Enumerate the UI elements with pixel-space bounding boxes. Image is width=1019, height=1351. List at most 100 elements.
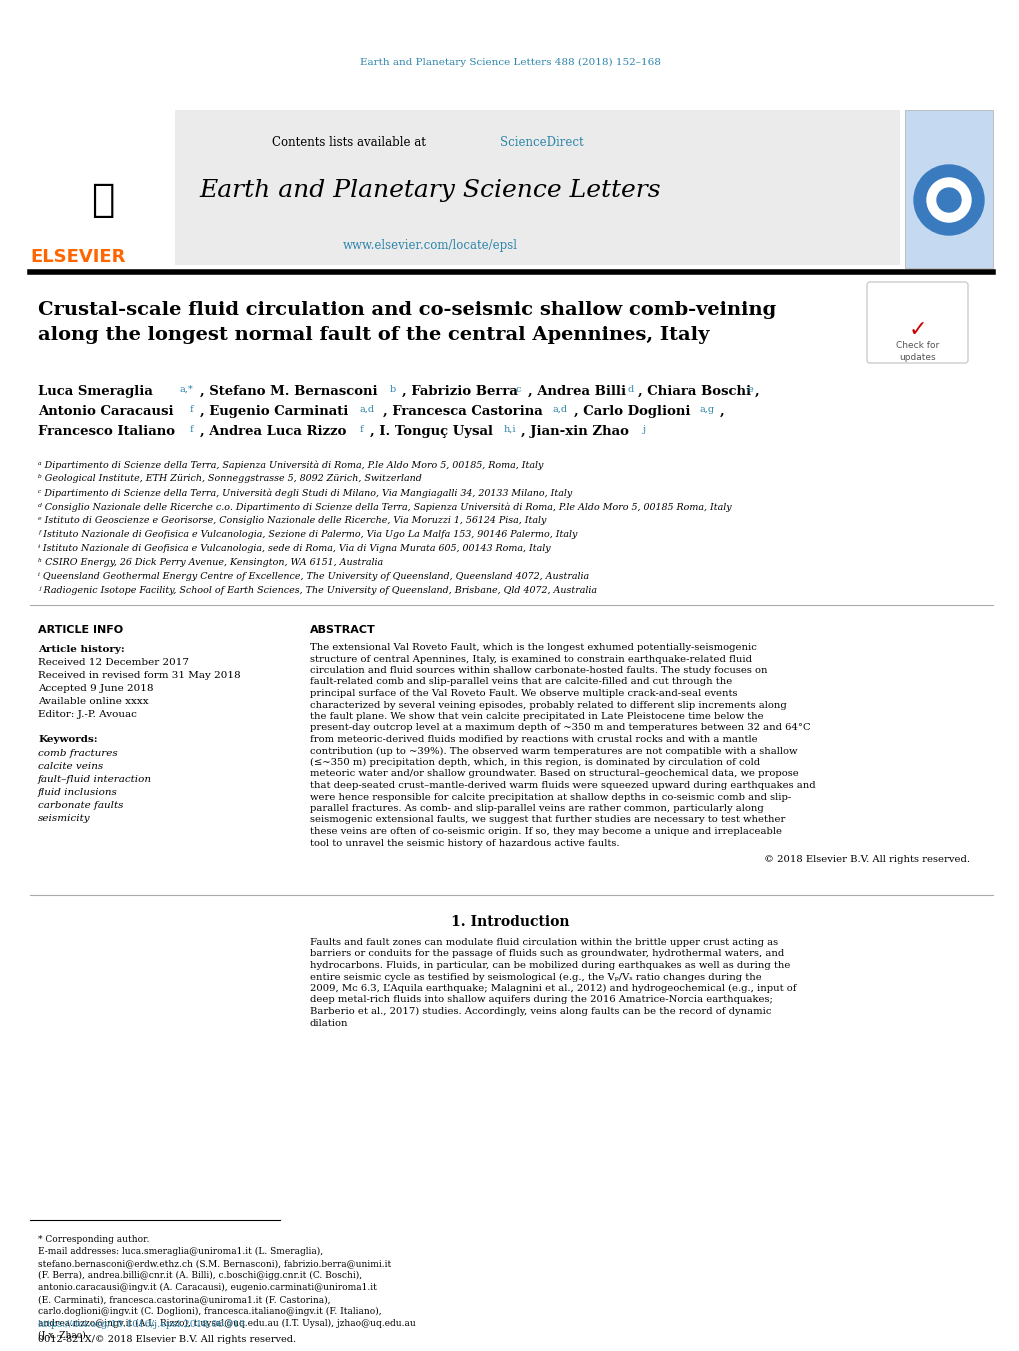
- Text: www.elsevier.com/locate/epsl: www.elsevier.com/locate/epsl: [342, 239, 517, 251]
- Text: ELSEVIER: ELSEVIER: [31, 249, 125, 266]
- Text: seismogenic extensional faults, we suggest that further studies are necessary to: seismogenic extensional faults, we sugge…: [310, 816, 785, 824]
- Text: the fault plane. We show that vein calcite precipitated in Late Pleistocene time: the fault plane. We show that vein calci…: [310, 712, 763, 721]
- Text: a,g: a,g: [699, 405, 714, 413]
- Text: Keywords:: Keywords:: [38, 735, 98, 744]
- Text: present-day outcrop level at a maximum depth of ~350 m and temperatures between : present-day outcrop level at a maximum d…: [310, 724, 810, 732]
- Text: (F. Berra), andrea.billi@cnr.it (A. Billi), c.boschi@igg.cnr.it (C. Boschi),: (F. Berra), andrea.billi@cnr.it (A. Bill…: [38, 1271, 362, 1281]
- Text: Earth and Planetary Science Letters: Earth and Planetary Science Letters: [199, 178, 660, 201]
- Text: Accepted 9 June 2018: Accepted 9 June 2018: [38, 684, 153, 693]
- Text: © 2018 Elsevier B.V. All rights reserved.: © 2018 Elsevier B.V. All rights reserved…: [763, 855, 969, 865]
- Circle shape: [926, 178, 970, 222]
- Text: , Andrea Billi: , Andrea Billi: [528, 385, 626, 399]
- Text: f: f: [190, 426, 194, 434]
- Text: contribution (up to ~39%). The observed warm temperatures are not compatible wit: contribution (up to ~39%). The observed …: [310, 747, 797, 755]
- Text: fluid inclusions: fluid inclusions: [38, 788, 118, 797]
- Text: updates: updates: [899, 353, 935, 362]
- Text: a,d: a,d: [360, 405, 375, 413]
- Text: Contents lists available at: Contents lists available at: [272, 135, 430, 149]
- Text: h,i: h,i: [503, 426, 516, 434]
- Text: ᵈ Consiglio Nazionale delle Ricerche c.o. Dipartimento di Scienze della Terra, S: ᵈ Consiglio Nazionale delle Ricerche c.o…: [38, 503, 731, 512]
- Text: ✓: ✓: [908, 320, 926, 340]
- Text: fault–fluid interaction: fault–fluid interaction: [38, 775, 152, 784]
- Text: Received in revised form 31 May 2018: Received in revised form 31 May 2018: [38, 671, 240, 680]
- Text: , Andrea Luca Rizzo: , Andrea Luca Rizzo: [200, 426, 346, 438]
- Text: carbonate faults: carbonate faults: [38, 801, 123, 811]
- Text: * Corresponding author.: * Corresponding author.: [38, 1235, 149, 1244]
- Text: a,d: a,d: [552, 405, 568, 413]
- Text: (J-x. Zhao).: (J-x. Zhao).: [38, 1331, 89, 1340]
- Text: ,: ,: [719, 405, 723, 417]
- Text: Faults and fault zones can modulate fluid circulation within the brittle upper c: Faults and fault zones can modulate flui…: [310, 938, 777, 947]
- Text: calcite veins: calcite veins: [38, 762, 103, 771]
- Bar: [904, 109, 993, 267]
- Text: , Fabrizio Berra: , Fabrizio Berra: [401, 385, 518, 399]
- Text: ⁱ Queensland Geothermal Energy Centre of Excellence, The University of Queenslan: ⁱ Queensland Geothermal Energy Centre of…: [38, 571, 589, 581]
- Text: structure of central Apennines, Italy, is examined to constrain earthquake-relat: structure of central Apennines, Italy, i…: [310, 654, 751, 663]
- Text: Received 12 December 2017: Received 12 December 2017: [38, 658, 189, 667]
- Text: Crustal-scale fluid circulation and co-seismic shallow comb-veining: Crustal-scale fluid circulation and co-s…: [38, 301, 775, 319]
- Text: e: e: [747, 385, 753, 394]
- Text: circulation and fluid sources within shallow carbonate-hosted faults. The study : circulation and fluid sources within sha…: [310, 666, 766, 676]
- Text: , Stefano M. Bernasconi: , Stefano M. Bernasconi: [200, 385, 377, 399]
- Text: (≤~350 m) precipitation depth, which, in this region, is dominated by circulatio: (≤~350 m) precipitation depth, which, in…: [310, 758, 759, 767]
- Text: , Francesca Castorina: , Francesca Castorina: [382, 405, 542, 417]
- Text: Available online xxxx: Available online xxxx: [38, 697, 149, 707]
- Bar: [30, 109, 175, 265]
- Text: , Eugenio Carminati: , Eugenio Carminati: [200, 405, 348, 417]
- Text: 1. Introduction: 1. Introduction: [450, 915, 569, 929]
- Text: 0012-821X/© 2018 Elsevier B.V. All rights reserved.: 0012-821X/© 2018 Elsevier B.V. All right…: [38, 1335, 296, 1344]
- Text: entire seismic cycle as testified by seismological (e.g., the Vₚ/Vₛ ratio change: entire seismic cycle as testified by sei…: [310, 973, 761, 982]
- Text: Check for: Check for: [896, 340, 938, 350]
- Circle shape: [936, 188, 960, 212]
- Text: these veins are often of co-seismic origin. If so, they may become a unique and : these veins are often of co-seismic orig…: [310, 827, 782, 836]
- Text: ARTICLE INFO: ARTICLE INFO: [38, 626, 123, 635]
- Text: ABSTRACT: ABSTRACT: [310, 626, 375, 635]
- Text: comb fractures: comb fractures: [38, 748, 117, 758]
- Text: Earth and Planetary Science Letters 488 (2018) 152–168: Earth and Planetary Science Letters 488 …: [360, 58, 659, 66]
- Text: Article history:: Article history:: [38, 644, 124, 654]
- Text: barriers or conduits for the passage of fluids such as groundwater, hydrothermal: barriers or conduits for the passage of …: [310, 950, 784, 958]
- FancyBboxPatch shape: [866, 282, 967, 363]
- Text: Antonio Caracausi: Antonio Caracausi: [38, 405, 173, 417]
- Text: ᵉ Istituto di Geoscienze e Georisorse, Consiglio Nazionale delle Ricerche, Via M: ᵉ Istituto di Geoscienze e Georisorse, C…: [38, 516, 546, 526]
- Text: ᶠ Istituto Nazionale di Geofisica e Vulcanologia, Sezione di Palermo, Via Ugo La: ᶠ Istituto Nazionale di Geofisica e Vulc…: [38, 530, 577, 539]
- Bar: [30, 109, 899, 265]
- Text: stefano.bernasconi@erdw.ethz.ch (S.M. Bernasconi), fabrizio.berra@unimi.it: stefano.bernasconi@erdw.ethz.ch (S.M. Be…: [38, 1259, 391, 1269]
- Text: along the longest normal fault of the central Apennines, Italy: along the longest normal fault of the ce…: [38, 326, 709, 345]
- Text: ʲ Radiogenic Isotope Facility, School of Earth Sciences, The University of Queen: ʲ Radiogenic Isotope Facility, School of…: [38, 586, 596, 594]
- Text: fault-related comb and slip-parallel veins that are calcite-filled and cut throu: fault-related comb and slip-parallel vei…: [310, 677, 732, 686]
- Text: (E. Carminati), francesca.castorina@uniroma1.it (F. Castorina),: (E. Carminati), francesca.castorina@unir…: [38, 1296, 330, 1304]
- Text: Barberio et al., 2017) studies. Accordingly, veins along faults can be the recor: Barberio et al., 2017) studies. Accordin…: [310, 1006, 770, 1016]
- Text: f: f: [360, 426, 363, 434]
- Text: f: f: [190, 405, 194, 413]
- Text: , Carlo Doglioni: , Carlo Doglioni: [574, 405, 690, 417]
- Text: , Chiara Boschi: , Chiara Boschi: [637, 385, 750, 399]
- Text: hydrocarbons. Fluids, in particular, can be mobilized during earthquakes as well: hydrocarbons. Fluids, in particular, can…: [310, 961, 790, 970]
- Text: , Jian-xin Zhao: , Jian-xin Zhao: [521, 426, 629, 438]
- Text: ᵇ Geological Institute, ETH Zürich, Sonneggstrasse 5, 8092 Zürich, Switzerland: ᵇ Geological Institute, ETH Zürich, Sonn…: [38, 474, 422, 484]
- Text: principal surface of the Val Roveto Fault. We observe multiple crack-and-seal ev: principal surface of the Val Roveto Faul…: [310, 689, 737, 698]
- Text: The extensional Val Roveto Fault, which is the longest exhumed potentially-seism: The extensional Val Roveto Fault, which …: [310, 643, 756, 653]
- Text: from meteoric-derived fluids modified by reactions with crustal rocks and with a: from meteoric-derived fluids modified by…: [310, 735, 757, 744]
- Text: Francesco Italiano: Francesco Italiano: [38, 426, 175, 438]
- Text: antonio.caracausi@ingv.it (A. Caracausi), eugenio.carminati@uniroma1.it: antonio.caracausi@ingv.it (A. Caracausi)…: [38, 1283, 376, 1292]
- Text: ScienceDirect: ScienceDirect: [499, 135, 583, 149]
- Text: 🌳: 🌳: [92, 181, 114, 219]
- Text: parallel fractures. As comb- and slip-parallel veins are rather common, particul: parallel fractures. As comb- and slip-pa…: [310, 804, 763, 813]
- Text: andrea.rizzo@ingv.it (A.L. Rizzo), t.uysal@uq.edu.au (I.T. Uysal), jzhao@uq.edu.: andrea.rizzo@ingv.it (A.L. Rizzo), t.uys…: [38, 1319, 416, 1328]
- Text: dilation: dilation: [310, 1019, 348, 1028]
- Text: carlo.doglioni@ingv.it (C. Doglioni), francesca.italiano@ingv.it (F. Italiano),: carlo.doglioni@ingv.it (C. Doglioni), fr…: [38, 1306, 381, 1316]
- Text: Luca Smeraglia: Luca Smeraglia: [38, 385, 153, 399]
- Text: d: d: [628, 385, 634, 394]
- Text: ᶜ Dipartimento di Scienze della Terra, Università degli Studi di Milano, Via Man: ᶜ Dipartimento di Scienze della Terra, U…: [38, 488, 572, 497]
- Text: that deep-seated crust–mantle-derived warm fluids were squeezed upward during ea: that deep-seated crust–mantle-derived wa…: [310, 781, 815, 790]
- Text: seismicity: seismicity: [38, 815, 91, 823]
- Text: , I. Tonguç Uysal: , I. Tonguç Uysal: [370, 426, 492, 438]
- Text: b: b: [389, 385, 395, 394]
- Text: meteoric water and/or shallow groundwater. Based on structural–geochemical data,: meteoric water and/or shallow groundwate…: [310, 770, 798, 778]
- Text: ᵃ Dipartimento di Scienze della Terra, Sapienza Università di Roma, P.le Aldo Mo: ᵃ Dipartimento di Scienze della Terra, S…: [38, 459, 543, 470]
- Circle shape: [913, 165, 983, 235]
- Text: deep metal-rich fluids into shallow aquifers during the 2016 Amatrice-Norcia ear: deep metal-rich fluids into shallow aqui…: [310, 996, 772, 1005]
- Text: j: j: [642, 426, 645, 434]
- Text: c: c: [516, 385, 521, 394]
